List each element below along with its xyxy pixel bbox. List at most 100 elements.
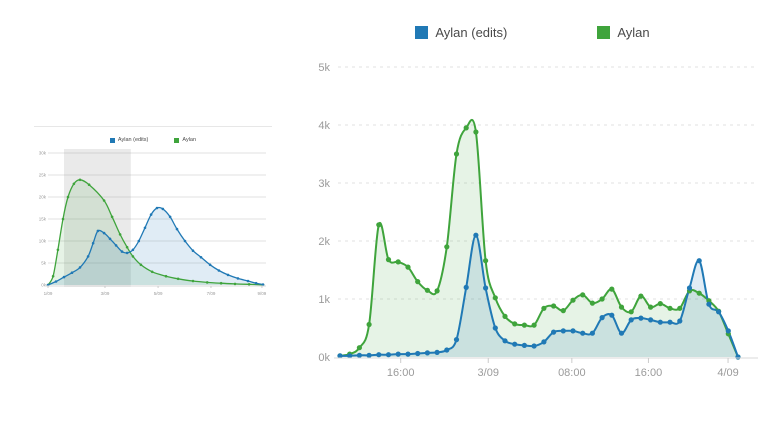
data-point-aylan-edits-[interactable] (512, 341, 518, 347)
data-point-aylan[interactable] (657, 301, 663, 307)
data-point-aylan-edits-[interactable] (560, 328, 566, 334)
data-point-aylan-edits-[interactable] (54, 280, 58, 283)
data-point-aylan-edits-[interactable] (483, 285, 489, 291)
data-point-aylan-edits-[interactable] (114, 244, 118, 247)
overview-legend-item-views[interactable]: Aylan (174, 137, 196, 143)
data-point-aylan[interactable] (667, 305, 673, 311)
data-point-aylan-edits-[interactable] (667, 319, 673, 325)
data-point-aylan-edits-[interactable] (168, 215, 172, 219)
data-point-aylan-edits-[interactable] (356, 352, 362, 358)
data-point-aylan[interactable] (176, 277, 180, 281)
data-point-aylan-edits-[interactable] (208, 263, 212, 267)
data-point-aylan[interactable] (66, 195, 70, 199)
data-point-aylan[interactable] (150, 270, 154, 274)
data-point-aylan[interactable] (618, 304, 625, 310)
data-point-aylan-edits-[interactable] (502, 338, 508, 344)
data-point-aylan-edits-[interactable] (725, 328, 731, 334)
data-point-aylan[interactable] (51, 274, 55, 278)
data-point-aylan[interactable] (473, 129, 479, 135)
data-point-aylan-edits-[interactable] (261, 283, 265, 286)
data-point-aylan-edits-[interactable] (434, 349, 440, 355)
data-point-aylan-edits-[interactable] (609, 312, 615, 318)
data-point-aylan[interactable] (125, 245, 129, 249)
data-point-aylan[interactable] (78, 178, 82, 182)
data-point-aylan-edits-[interactable] (78, 266, 82, 269)
data-point-aylan-edits-[interactable] (686, 285, 693, 291)
detail-legend-item-edits[interactable]: Aylan (edits) (415, 25, 507, 40)
data-point-aylan[interactable] (139, 263, 143, 267)
data-point-aylan[interactable] (560, 308, 566, 314)
data-point-aylan-edits-[interactable] (254, 281, 258, 285)
data-point-aylan[interactable] (677, 305, 683, 311)
data-point-aylan[interactable] (512, 321, 518, 327)
data-point-aylan-edits-[interactable] (86, 255, 90, 258)
data-point-aylan[interactable] (247, 283, 251, 286)
data-point-aylan[interactable] (696, 290, 702, 296)
data-point-aylan-edits-[interactable] (473, 232, 479, 238)
data-point-aylan[interactable] (521, 322, 527, 328)
data-point-aylan[interactable] (205, 281, 209, 284)
data-point-aylan[interactable] (356, 345, 362, 351)
data-point-aylan-edits-[interactable] (716, 309, 722, 315)
data-point-aylan-edits-[interactable] (226, 273, 230, 277)
data-point-aylan-edits-[interactable] (706, 301, 712, 307)
data-point-aylan-edits-[interactable] (551, 329, 557, 335)
data-point-aylan-edits-[interactable] (149, 213, 153, 216)
data-point-aylan-edits-[interactable] (62, 275, 66, 279)
data-point-aylan[interactable] (395, 259, 401, 265)
data-point-aylan-edits-[interactable] (161, 207, 165, 211)
data-point-aylan[interactable] (463, 125, 469, 131)
data-point-aylan[interactable] (570, 297, 576, 303)
data-point-aylan-edits-[interactable] (638, 315, 644, 321)
data-point-aylan-edits-[interactable] (570, 328, 576, 334)
data-point-aylan[interactable] (609, 286, 615, 292)
data-point-aylan-edits-[interactable] (217, 269, 221, 272)
data-point-aylan[interactable] (164, 274, 168, 278)
data-point-aylan-edits-[interactable] (453, 337, 460, 343)
detail-chart[interactable]: 0k 1k 2k 3k 4k 5k 16:00 3/09 08:00 16:00 4/09 (300, 46, 765, 386)
data-point-aylan[interactable] (366, 321, 372, 328)
data-point-aylan-edits-[interactable] (366, 352, 372, 358)
data-point-aylan[interactable] (628, 309, 634, 315)
data-point-aylan-edits-[interactable] (143, 226, 147, 230)
data-point-aylan[interactable] (385, 257, 392, 263)
data-point-aylan-edits-[interactable] (463, 284, 469, 290)
data-point-aylan[interactable] (599, 296, 605, 302)
data-point-aylan[interactable] (589, 300, 595, 306)
data-point-aylan[interactable] (638, 293, 644, 299)
data-point-aylan-edits-[interactable] (541, 339, 547, 345)
data-point-aylan[interactable] (580, 292, 586, 298)
data-point-aylan-edits-[interactable] (580, 330, 586, 336)
data-point-aylan[interactable] (444, 244, 450, 250)
data-point-aylan[interactable] (233, 282, 237, 286)
data-point-aylan[interactable] (483, 258, 489, 264)
data-point-aylan-edits-[interactable] (599, 315, 605, 321)
data-point-aylan[interactable] (415, 279, 421, 285)
data-point-aylan-edits-[interactable] (175, 227, 179, 231)
data-point-aylan[interactable] (191, 279, 195, 283)
overview-legend-item-edits[interactable]: Aylan (edits) (109, 137, 148, 143)
data-point-aylan-edits-[interactable] (444, 347, 450, 353)
data-point-aylan-edits-[interactable] (657, 319, 663, 325)
data-point-aylan-edits-[interactable] (385, 352, 392, 358)
data-point-aylan-edits-[interactable] (183, 239, 187, 243)
data-point-aylan-edits-[interactable] (91, 241, 95, 245)
data-point-aylan-edits-[interactable] (236, 277, 240, 280)
data-point-aylan[interactable] (102, 199, 106, 202)
data-point-aylan-edits-[interactable] (696, 258, 702, 264)
data-point-aylan-edits-[interactable] (102, 231, 106, 235)
data-point-aylan-edits-[interactable] (199, 256, 203, 259)
data-point-aylan[interactable] (551, 303, 557, 309)
data-point-aylan[interactable] (131, 255, 135, 258)
data-point-aylan[interactable] (434, 288, 440, 294)
data-point-aylan-edits-[interactable] (246, 279, 250, 283)
data-point-aylan[interactable] (118, 233, 122, 236)
data-point-aylan[interactable] (502, 313, 508, 319)
data-point-aylan-edits-[interactable] (125, 251, 129, 255)
data-point-aylan[interactable] (219, 281, 223, 285)
data-point-aylan[interactable] (56, 248, 60, 252)
data-point-aylan-edits-[interactable] (618, 330, 625, 336)
data-point-aylan[interactable] (492, 295, 498, 301)
detail-legend-item-views[interactable]: Aylan (597, 25, 650, 40)
data-point-aylan-edits-[interactable] (415, 350, 421, 357)
